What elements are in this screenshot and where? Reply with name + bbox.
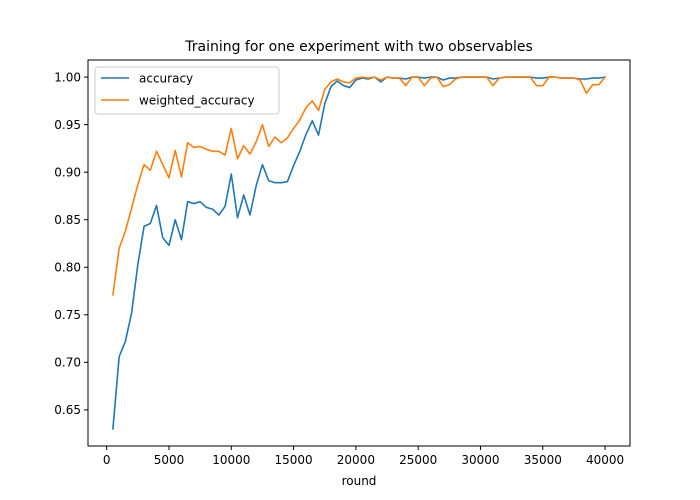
x-tick-label: 0 <box>103 453 111 467</box>
legend-label-accuracy: accuracy <box>139 72 193 86</box>
plot-frame <box>87 59 631 447</box>
legend: accuracy weighted_accuracy <box>94 66 280 115</box>
y-tick-label: 0.80 <box>54 261 81 275</box>
plot-lines <box>112 75 607 430</box>
x-tick-label: 5000 <box>154 453 185 467</box>
y-tick-label: 1.00 <box>54 70 81 84</box>
y-tick-label: 0.65 <box>54 403 81 417</box>
x-axis-title: round <box>342 474 377 488</box>
x-tick-label: 15000 <box>274 453 312 467</box>
y-tick-label: 0.90 <box>54 165 81 179</box>
x-tick-label: 20000 <box>337 453 375 467</box>
y-tick-label: 0.85 <box>54 213 81 227</box>
y-tick-label: 0.70 <box>54 356 81 370</box>
y-tick-label: 0.95 <box>54 118 81 132</box>
x-tick-label: 40000 <box>586 453 624 467</box>
series-line-weighted-accuracy <box>112 75 607 296</box>
x-tick-label: 25000 <box>399 453 437 467</box>
x-tick-label: 30000 <box>461 453 499 467</box>
x-tick-label: 10000 <box>212 453 250 467</box>
x-axis: 0 5000 10000 15000 20000 25000 30000 35000 40000 <box>103 446 624 467</box>
legend-box <box>94 66 280 115</box>
y-axis: 0.65 0.70 0.75 0.80 0.85 0.90 0.95 1.00 <box>54 70 88 417</box>
legend-label-weighted-accuracy: weighted_accuracy <box>139 94 255 108</box>
chart-title: Training for one experiment with two obs… <box>184 39 533 55</box>
x-tick-label: 35000 <box>524 453 562 467</box>
y-tick-label: 0.75 <box>54 308 81 322</box>
